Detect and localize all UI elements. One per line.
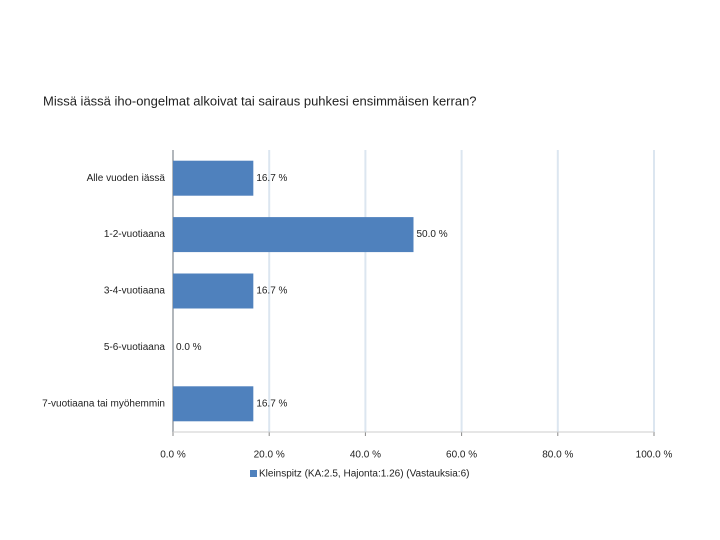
value-label: 0.0 % [176, 342, 202, 353]
y-tick-label: 7-vuotiaana tai myöhemmin [42, 398, 165, 409]
legend-label: Kleinspitz (KA:2.5, Hajonta:1.26) (Vasta… [259, 469, 469, 480]
x-tick-label: 60.0 % [446, 450, 477, 461]
x-tick-label: 80.0 % [542, 450, 573, 461]
y-tick-label: 1-2-vuotiaana [104, 229, 166, 240]
value-label: 16.7 % [256, 286, 287, 297]
x-tick-label: 40.0 % [350, 450, 381, 461]
chart-title: Missä iässä iho-ongelmat alkoivat tai sa… [43, 93, 477, 108]
bar [173, 273, 254, 309]
x-tick-label: 100.0 % [636, 450, 673, 461]
bar [173, 217, 414, 253]
value-label: 16.7 % [256, 398, 287, 409]
x-tick-label: 0.0 % [160, 450, 186, 461]
legend-swatch [250, 470, 257, 477]
bar [173, 386, 254, 422]
bar [173, 160, 254, 196]
value-label: 50.0 % [417, 229, 448, 240]
y-tick-label: 5-6-vuotiaana [104, 342, 166, 353]
value-label: 16.7 % [256, 173, 287, 184]
y-tick-label: 3-4-vuotiaana [104, 286, 166, 297]
x-tick-label: 20.0 % [254, 450, 285, 461]
y-tick-label: Alle vuoden iässä [87, 173, 166, 184]
